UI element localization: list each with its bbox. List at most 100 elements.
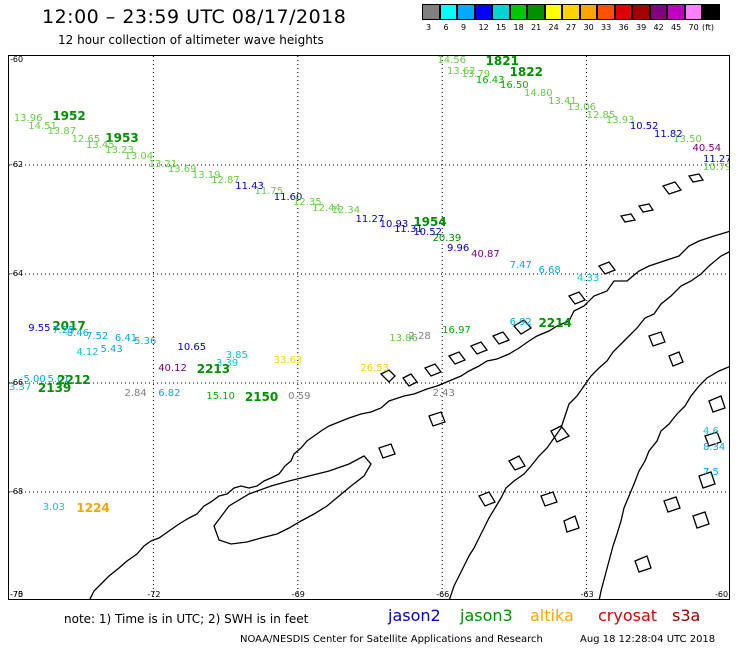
longitude-tick-label: -60 [715, 590, 729, 599]
satellite-legend-jason2: jason2 [388, 606, 441, 625]
wave-height-value: 2.43 [432, 387, 455, 399]
colorbar-swatch [474, 4, 492, 20]
colorbar-swatch [492, 4, 510, 20]
wave-height-value: 13.69 [167, 164, 197, 176]
colorbar-swatch [509, 4, 527, 20]
wave-height-value: 7.5 [703, 466, 719, 478]
pass-time-label: 1821 [485, 55, 519, 68]
wave-height-value: 14.80 [524, 88, 553, 100]
longitude-tick-label: -72 [147, 590, 161, 599]
wave-height-value: 4.12 [76, 347, 99, 359]
colorbar-swatch [649, 4, 667, 20]
page-title: 12:00 – 23:59 UTC 08/17/2018 [42, 6, 347, 28]
wave-height-value: 6.82 [158, 387, 181, 399]
wave-height-value: 13.04 [124, 150, 154, 162]
map-plot-area: 14.56 1821 13.62 13.79 1822 16.43 16.50 14.80 13… [8, 55, 730, 600]
wave-height-value: 26.53 [360, 363, 389, 375]
colorbar-swatch [579, 4, 597, 20]
wave-height-value: 6.41 [114, 333, 138, 345]
pass-time-label: 1822 [509, 65, 543, 80]
wave-height-value: 8.46 [66, 327, 90, 339]
colorbar-label: 70 [688, 23, 699, 32]
colorbar-swatch [597, 4, 615, 20]
wave-height-value: 11.60 [273, 191, 303, 203]
wave-height-value: 16.50 [499, 79, 529, 91]
wave-height-value: 2.84 [124, 387, 147, 399]
wave-height-value: 7.47 [509, 259, 532, 271]
wave-height-value: 20.39 [432, 232, 462, 244]
generated-timestamp: Aug 18 12:28:04 UTC 2018 [580, 634, 716, 645]
pass-time-label: 1952 [52, 108, 86, 123]
wave-height-value: 13.50 [673, 134, 702, 146]
longitude-tick-label: -66 [436, 590, 450, 599]
wave-height-value: 12.34 [331, 205, 361, 217]
wave-height-value: 15.10 [206, 390, 235, 402]
wave-height-value: 3.85 [225, 349, 248, 361]
pass-time-label: 2213 [196, 362, 231, 377]
colorbar-label: 36 [618, 23, 629, 32]
pass-time-label: 2214 [538, 316, 572, 331]
wave-height-value: 10.79 [703, 161, 730, 173]
wave-height-value: 13.23 [105, 145, 134, 157]
longitude-tick-label: -63 [580, 590, 594, 599]
wave-height-value: 12.35 [292, 197, 322, 209]
longitude-tick-label: -75 [10, 590, 24, 599]
pass-time-label: 2017 [52, 318, 86, 333]
wave-height-value: 13.06 [567, 101, 596, 113]
colorbar-swatch [632, 4, 650, 20]
wave-height-value: 13.21 [148, 159, 178, 170]
wave-height-value: 7.25 [52, 325, 75, 337]
page-subtitle: 12 hour collection of altimeter wave hei… [58, 33, 324, 47]
wave-height-value: 10.52 [629, 120, 659, 132]
colorbar-swatch [667, 4, 685, 20]
colorbar-label: 33 [601, 23, 612, 32]
colorbar-label: 27 [566, 23, 577, 32]
graticule [9, 56, 729, 599]
wave-height-value: 10.65 [177, 341, 207, 353]
pass-time-label: 1953 [105, 130, 139, 145]
wave-height-value: 3.37 [9, 382, 32, 394]
colorbar-label: 15 [496, 23, 507, 32]
coastline [89, 173, 729, 599]
credit-line: NOAA/NESDIS Center for Satellite Applica… [240, 634, 543, 645]
colorbar-label: 30 [583, 23, 594, 32]
pass-time-label: 1954 [413, 215, 447, 230]
colorbar-swatch [614, 4, 632, 20]
colorbar-label: 24 [548, 23, 559, 32]
wave-height-value: 14.51 [28, 120, 57, 132]
colorbar-swatch [702, 4, 720, 20]
pass-time-label: 2150 [244, 389, 279, 404]
colorbar-swatch [422, 4, 440, 20]
footnote: note: 1) Time is in UTC; 2) SWH is in fe… [64, 612, 309, 626]
latitude-tick-label: -70 [10, 590, 24, 599]
pass-time-label: 2212 [57, 373, 91, 388]
wave-height-value: 16.97 [442, 325, 471, 337]
wave-height-value: 13.87 [47, 126, 77, 138]
wave-height-value: 3.39 [215, 357, 239, 369]
wave-height-value: 11.82 [653, 129, 683, 141]
colorbar-label: 6 [443, 23, 449, 32]
wave-height-value: 4.6 [703, 426, 719, 438]
colorbar-swatch [439, 4, 457, 20]
longitude-tick-label: -69 [291, 590, 305, 599]
wave-height-value: 6.68 [538, 265, 561, 277]
colorbar-label: 21 [531, 23, 542, 32]
wave-height-value: 9.96 [447, 243, 470, 255]
satellite-legend-s3a: s3a [672, 606, 701, 625]
wave-height-value: 11.31 [394, 224, 423, 236]
latitude-tick-label: -62 [10, 160, 24, 169]
wave-height-value: 16.43 [475, 74, 505, 86]
satellite-legend-altika: altika [530, 606, 574, 625]
wave-height-value: 13.41 [548, 96, 577, 108]
wave-height-value: 7.52 [86, 330, 109, 342]
wave-height-value: 5.00 [23, 374, 46, 386]
colorbar-label: (ft) [702, 23, 715, 32]
colorbar-swatch [544, 4, 562, 20]
wave-height-value: 5.36 [134, 336, 157, 348]
wave-height-value: 9.55 [28, 322, 51, 334]
pass-time-label: 2139 [37, 381, 72, 396]
latitude-tick-label: -66 [10, 378, 24, 387]
latitude-tick-label: -60 [10, 55, 24, 64]
wave-height-value: 10.93 [379, 218, 409, 230]
